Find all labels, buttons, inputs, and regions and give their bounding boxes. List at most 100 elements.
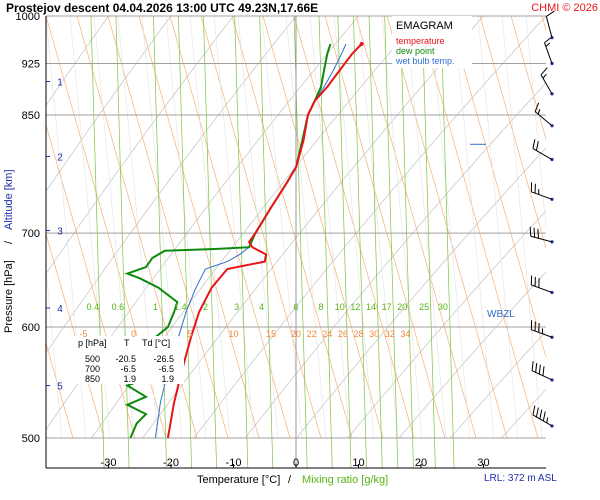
legend-title: EMAGRAM: [396, 20, 453, 32]
mixing-ratio-label: 12: [350, 302, 360, 312]
mixing-ratio-label: 30: [438, 302, 448, 312]
chart-title: Prostejov descent 04.04.2026 13:00 UTC 4…: [6, 1, 318, 15]
isotherm-label: 22: [307, 329, 317, 339]
mixing-ratio-line: [399, 16, 414, 468]
table-header-t: T: [124, 338, 130, 348]
credit-label: CHMI © 2026: [531, 2, 598, 14]
guide-line: [165, 16, 207, 439]
mixing-ratio-line: [234, 16, 249, 468]
dry-adiabat: [46, 16, 234, 275]
dry-adiabat: [501, 388, 546, 439]
wind-barb-staff: [531, 191, 553, 200]
mixing-ratio-line: [203, 16, 217, 468]
wind-barb-flag: [535, 362, 538, 373]
wind-barb-staff: [532, 148, 553, 160]
moist-adiabat: [262, 16, 384, 439]
table-row-500-p: 500: [85, 354, 100, 364]
mixing-ratio-label: 1.4: [174, 302, 187, 312]
moist-adiabat: [448, 16, 546, 359]
wind-barb: [532, 139, 554, 162]
altitude-tick-label: 3: [57, 227, 63, 238]
guide-line: [501, 16, 543, 439]
mixing-ratio-line: [368, 16, 383, 468]
mixing-ratio-label: 6: [293, 302, 298, 312]
chart-labels: Prostejov descent 04.04.2026 13:00 UTC 4…: [3, 1, 598, 486]
wind-barb: [530, 275, 554, 295]
dry-adiabat: [553, 16, 600, 438]
guide-line: [453, 16, 495, 439]
pressure-tick-label: 1000: [16, 11, 40, 23]
wind-barb-half: [546, 417, 549, 424]
x-tick-label: 10: [352, 457, 364, 469]
mixing-ratio-label: 8: [318, 302, 323, 312]
moist-adiabat: [138, 16, 260, 439]
values-table-box: [74, 336, 184, 384]
dry-adiabat: [296, 147, 546, 439]
wind-barb-flag: [537, 228, 539, 239]
guide-line: [261, 16, 303, 439]
pressure-tick-label: 600: [22, 322, 40, 334]
guide-line: [309, 16, 351, 439]
moist-adiabat: [200, 16, 322, 439]
x-tick-label: 30: [477, 457, 489, 469]
isotherm-label: 20: [291, 329, 301, 339]
wind-barb-flag: [532, 139, 536, 149]
guide-line: [333, 16, 375, 439]
dry-adiabat: [46, 16, 172, 192]
table-row-850-t: 1.9: [123, 374, 136, 384]
wind-barb-flag: [533, 227, 536, 238]
wind-barb-half: [542, 73, 547, 79]
dry-adiabat: [398, 271, 546, 439]
mixing-ratio-line: [384, 16, 399, 468]
moist-adiabat: [46, 341, 74, 439]
mixing-ratio-label: 3: [234, 302, 239, 312]
wind-barb-flag: [529, 226, 532, 237]
pressure-tick-label: 500: [22, 433, 40, 445]
wind-barb: [544, 36, 554, 66]
mixing-ratio-line: [353, 16, 367, 468]
guide-line: [46, 266, 63, 439]
wind-barb-flag: [538, 364, 541, 375]
pressure-tick-label: 925: [22, 58, 40, 70]
guide-line: [550, 16, 590, 438]
mixing-ratio-line: [421, 16, 436, 468]
wind-barb-flag: [532, 405, 536, 416]
altitude-tick-label: 1: [57, 77, 63, 88]
background-isolines: [46, 16, 600, 468]
guide-line: [429, 16, 471, 439]
mixing-ratio-line: [440, 16, 455, 468]
guide-line: [357, 16, 399, 439]
guide-line: [189, 16, 231, 439]
wind-barb: [531, 361, 554, 382]
table-header-td: Td [°C]: [142, 338, 170, 348]
isotherm-label: 28: [353, 329, 363, 339]
x-axis-label: Temperature [°C]: [197, 474, 280, 486]
isotherm-label: 26: [338, 329, 348, 339]
table-header-p: p [hPa]: [78, 338, 107, 348]
mixing-ratio-line: [259, 16, 274, 468]
wind-barb-staff: [530, 235, 553, 243]
guide-line: [405, 16, 447, 439]
guide-line: [285, 16, 327, 439]
wind-barb-station: [550, 36, 554, 40]
table-row-700-p: 700: [85, 364, 100, 374]
altitude-tick-label: 5: [57, 382, 63, 393]
wind-barb: [545, 10, 555, 40]
moist-adiabat: [510, 16, 546, 141]
mixing-ratio-label: 10: [335, 302, 345, 312]
table-row-850-td: 1.9: [161, 374, 174, 384]
dry-adiabat: [244, 82, 546, 439]
wind-barb-staff: [532, 414, 553, 427]
wind-barb-flag: [540, 67, 548, 76]
table-row-500-t: -20.5: [115, 354, 136, 364]
isotherm-label: 10: [228, 329, 238, 339]
y-axis-sep: /: [3, 240, 15, 244]
wind-barb: [530, 182, 554, 201]
pressure-tick-label: 700: [22, 228, 40, 240]
x-tick-label: 0: [293, 457, 299, 469]
dry-adiabat: [46, 16, 109, 107]
wind-barb-staff: [544, 42, 553, 64]
wind-barb-flag: [542, 411, 546, 422]
